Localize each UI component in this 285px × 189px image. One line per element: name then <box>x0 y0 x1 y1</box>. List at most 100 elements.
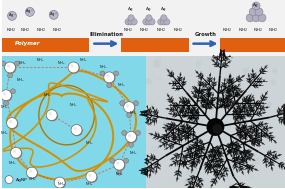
Circle shape <box>8 11 17 20</box>
Circle shape <box>187 116 191 121</box>
Circle shape <box>106 74 109 78</box>
Circle shape <box>160 139 168 146</box>
Circle shape <box>128 19 134 25</box>
Circle shape <box>189 87 195 93</box>
Circle shape <box>249 8 257 16</box>
Circle shape <box>272 68 278 74</box>
Circle shape <box>5 176 13 184</box>
Circle shape <box>117 170 122 175</box>
Circle shape <box>180 150 188 158</box>
Circle shape <box>124 102 135 113</box>
Text: NH$_2$: NH$_2$ <box>79 57 88 64</box>
Circle shape <box>127 132 137 143</box>
Text: NH$_2$: NH$_2$ <box>268 26 278 34</box>
Circle shape <box>255 69 259 73</box>
Circle shape <box>233 173 236 176</box>
Circle shape <box>147 118 151 122</box>
Circle shape <box>187 141 193 147</box>
Circle shape <box>70 64 74 68</box>
Circle shape <box>1 61 6 66</box>
Circle shape <box>11 89 15 94</box>
Bar <box>2 56 146 187</box>
Circle shape <box>7 118 18 129</box>
Circle shape <box>265 101 272 108</box>
Circle shape <box>224 121 227 124</box>
Circle shape <box>116 161 119 165</box>
Circle shape <box>216 94 220 98</box>
Text: AgNP: AgNP <box>16 178 28 182</box>
Circle shape <box>184 115 187 118</box>
Circle shape <box>159 159 161 162</box>
Circle shape <box>247 110 254 117</box>
Circle shape <box>168 164 170 167</box>
Text: NH$_2$: NH$_2$ <box>20 26 30 34</box>
Circle shape <box>146 78 152 84</box>
Circle shape <box>197 147 204 154</box>
Circle shape <box>54 177 65 188</box>
Circle shape <box>27 167 37 178</box>
Text: NH$_2$: NH$_2$ <box>36 26 46 34</box>
Text: Illimination: Illimination <box>89 32 123 37</box>
Circle shape <box>7 118 17 129</box>
Circle shape <box>122 130 127 136</box>
Circle shape <box>275 151 280 156</box>
Bar <box>146 56 285 187</box>
Circle shape <box>158 77 162 81</box>
Circle shape <box>86 171 97 182</box>
Text: NH$_2$: NH$_2$ <box>16 77 24 84</box>
Text: NH$_2$: NH$_2$ <box>18 60 26 67</box>
Text: NH$_2$: NH$_2$ <box>0 129 8 137</box>
Circle shape <box>153 60 160 68</box>
Circle shape <box>146 19 152 25</box>
Circle shape <box>129 142 134 147</box>
Circle shape <box>161 19 167 25</box>
Circle shape <box>15 61 19 66</box>
Circle shape <box>131 19 137 25</box>
Circle shape <box>179 98 186 105</box>
Circle shape <box>175 127 182 134</box>
Circle shape <box>47 110 58 121</box>
Circle shape <box>146 15 152 21</box>
Text: Polymer: Polymer <box>15 41 41 46</box>
Text: Ag$^+$: Ag$^+$ <box>8 12 17 20</box>
Text: NH$_2$: NH$_2$ <box>52 26 62 34</box>
Circle shape <box>161 15 167 21</box>
Circle shape <box>181 99 185 103</box>
Circle shape <box>110 158 115 163</box>
Text: NH$_2$: NH$_2$ <box>8 159 16 167</box>
Circle shape <box>27 168 38 179</box>
Circle shape <box>71 125 82 136</box>
Circle shape <box>143 19 149 25</box>
Circle shape <box>104 72 115 83</box>
Circle shape <box>217 130 219 132</box>
Circle shape <box>229 183 231 186</box>
Circle shape <box>218 158 226 166</box>
Circle shape <box>146 162 151 168</box>
Circle shape <box>207 118 224 136</box>
Text: NH$_2$: NH$_2$ <box>42 91 51 99</box>
Text: NH$_2$: NH$_2$ <box>123 26 133 34</box>
Circle shape <box>259 157 262 160</box>
Text: Ag: Ag <box>128 7 134 11</box>
Text: NH$_2$: NH$_2$ <box>139 26 149 34</box>
Text: NH$_2$: NH$_2$ <box>129 109 137 117</box>
Circle shape <box>237 86 240 90</box>
Circle shape <box>114 159 125 170</box>
Text: NH$_2$: NH$_2$ <box>173 26 183 34</box>
Text: Ag: Ag <box>253 3 259 7</box>
Circle shape <box>195 102 200 108</box>
Circle shape <box>242 67 250 74</box>
Circle shape <box>229 166 232 170</box>
Text: NH$_2$: NH$_2$ <box>238 26 248 34</box>
Circle shape <box>72 125 83 136</box>
Circle shape <box>8 73 13 78</box>
Circle shape <box>177 174 181 177</box>
Circle shape <box>5 62 15 73</box>
Circle shape <box>164 19 170 25</box>
Circle shape <box>155 56 161 63</box>
Circle shape <box>128 15 134 21</box>
Circle shape <box>48 112 52 115</box>
Circle shape <box>11 148 22 159</box>
Circle shape <box>237 132 245 140</box>
Text: NH$_2$: NH$_2$ <box>99 64 107 71</box>
